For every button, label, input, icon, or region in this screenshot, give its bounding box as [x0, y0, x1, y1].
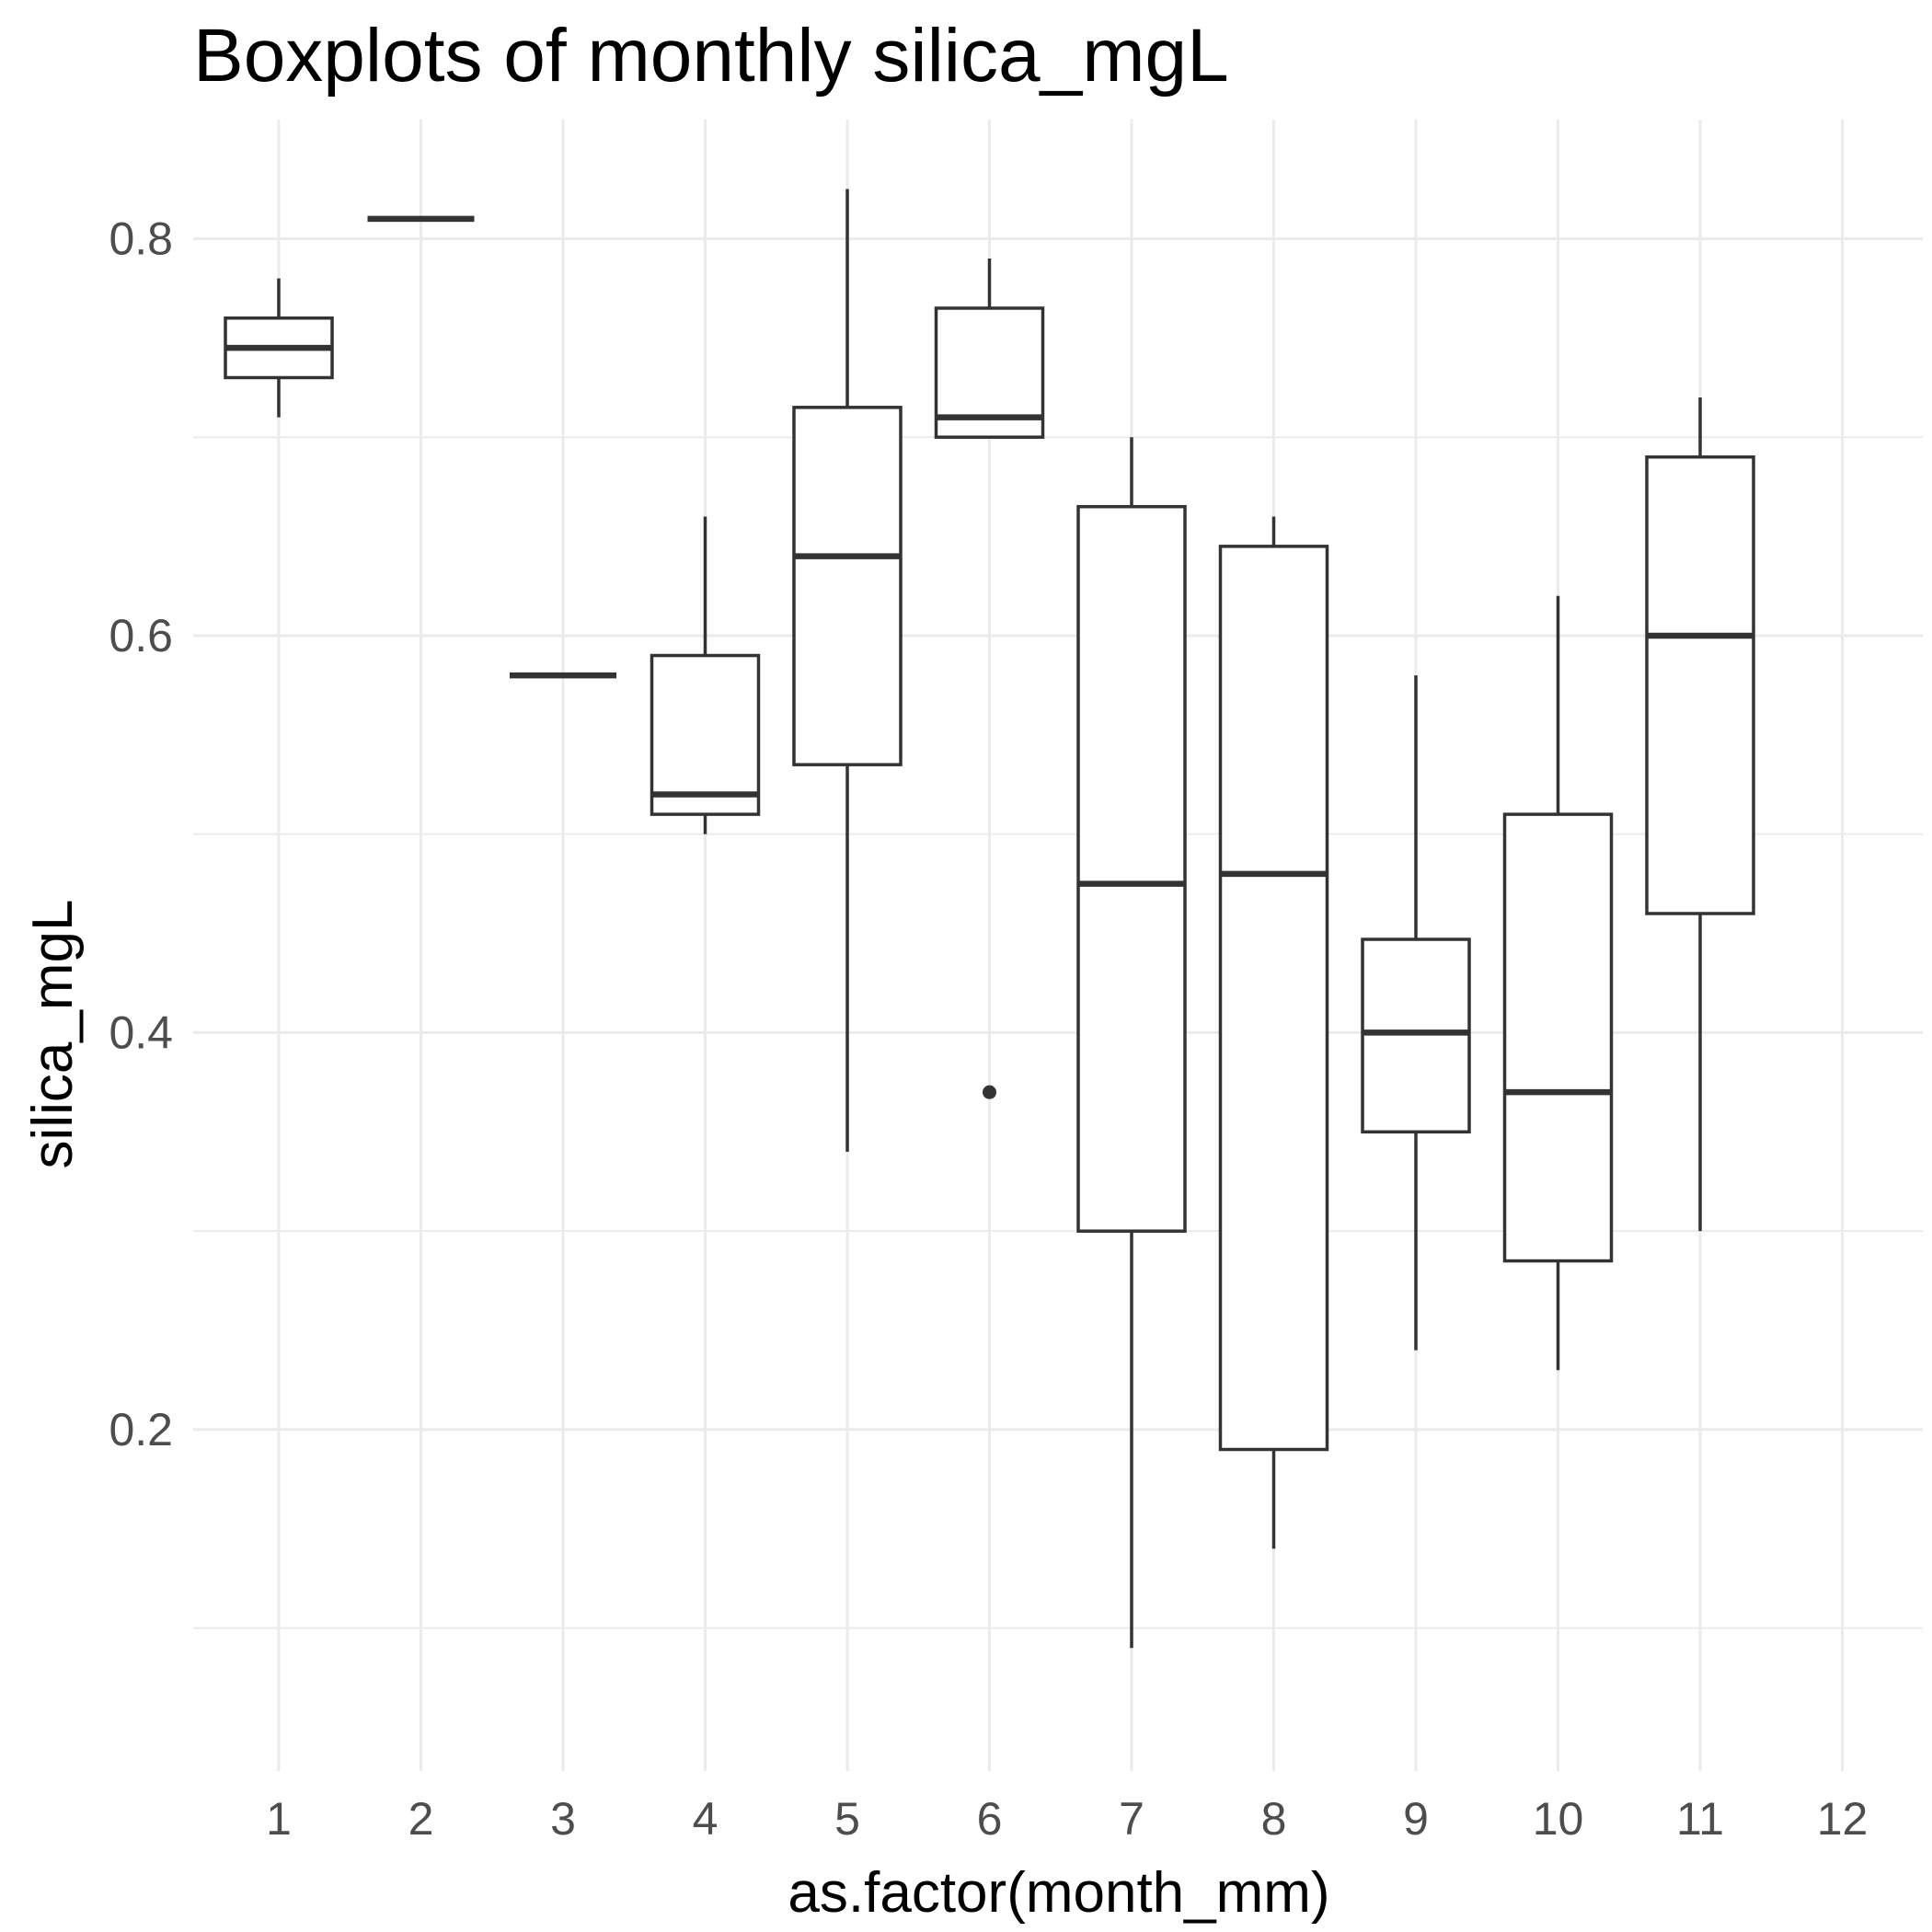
box-month-4 [650, 516, 761, 834]
x-tick-label: 7 [1119, 1793, 1144, 1845]
box-month-7 [1076, 437, 1187, 1649]
box-month-6 [934, 259, 1045, 1099]
iqr-box [792, 406, 903, 766]
chart-title: Boxplots of monthly silica_mgL [193, 14, 1229, 98]
box-month-10 [1502, 595, 1614, 1371]
x-tick-label: 3 [550, 1793, 576, 1845]
x-tick-label: 8 [1261, 1793, 1287, 1845]
box-month-1 [224, 278, 334, 418]
x-tick-label: 9 [1403, 1793, 1429, 1845]
x-tick-label: 2 [408, 1793, 434, 1845]
x-axis-title: as.factor(month_mm) [788, 1861, 1329, 1925]
y-tick-label: 0.4 [109, 1006, 173, 1058]
x-tick-label: 1 [266, 1793, 292, 1845]
x-tick-label: 12 [1817, 1793, 1869, 1845]
iqr-box [1076, 504, 1187, 1233]
y-tick-label: 0.2 [109, 1404, 173, 1455]
iqr-box [650, 653, 761, 816]
box-series [224, 189, 1755, 1649]
box-month-9 [1361, 675, 1471, 1351]
box-month-8 [1218, 516, 1329, 1549]
gridlines [193, 120, 1923, 1771]
box-month-11 [1645, 397, 1755, 1232]
y-tick-label: 0.8 [109, 213, 173, 264]
x-tick-label: 11 [1676, 1793, 1724, 1845]
outlier-point [983, 1085, 996, 1099]
x-tick-label: 5 [834, 1793, 860, 1845]
x-tick-label: 10 [1533, 1793, 1584, 1845]
box-month-5 [792, 189, 903, 1152]
y-axis-title: silica_mgL [21, 900, 85, 1169]
y-axis-ticks: 0.2 0.4 0.6 0.8 [109, 213, 173, 1455]
iqr-box [1218, 545, 1329, 1452]
x-tick-label: 6 [977, 1793, 1003, 1845]
x-axis-ticks: 1 2 3 4 5 6 7 8 9 10 11 12 [266, 1793, 1868, 1845]
iqr-box [1502, 812, 1614, 1263]
y-tick-label: 0.6 [109, 610, 173, 661]
iqr-box [1645, 455, 1755, 915]
x-tick-label: 4 [693, 1793, 719, 1845]
